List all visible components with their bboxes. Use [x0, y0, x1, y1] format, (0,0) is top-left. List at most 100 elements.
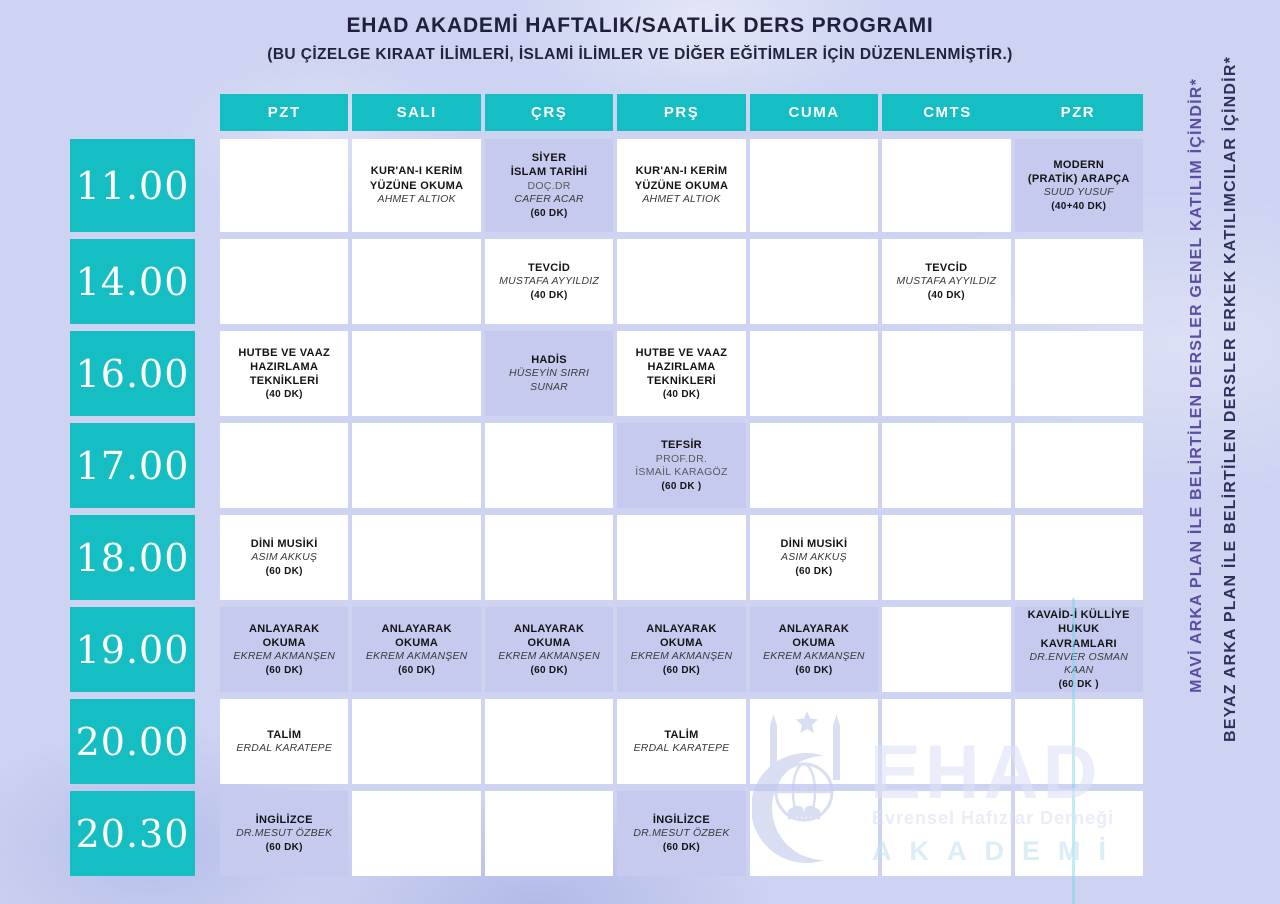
- course-cell: HADİS HÜSEYİN SIRRI SUNAR: [484, 331, 614, 416]
- schedule-row: 16.00 HUTBE VE VAAZ HAZIRLAMA TEKNİKLERİ (40…: [70, 331, 1143, 416]
- time-label: 11.00: [70, 139, 195, 232]
- empty-cell: [882, 515, 1011, 600]
- course-cell: ANLAYARAK OKUMA EKREM AKMANŞEN (60 DK): [484, 607, 614, 692]
- course-title-line: ANLAYARAK: [381, 622, 452, 635]
- course-name-line: MUSTAFA AYYILDIZ: [499, 275, 599, 288]
- course-cell: DİNİ MUSİKİ ASIM AKKUŞ (60 DK): [749, 515, 879, 600]
- course-title-line: HUTBE VE VAAZ: [238, 346, 331, 359]
- course-name-line: HÜSEYİN SIRRI: [508, 367, 590, 379]
- time-label: 18.00: [70, 515, 195, 600]
- course-cell: ANLAYARAK OKUMA EKREM AKMANŞEN (60 DK): [617, 607, 746, 692]
- empty-cell: [484, 791, 614, 876]
- course-cell: KUR'AN-I KERİM YÜZÜNE OKUMA AHMET ALTIOK: [617, 139, 746, 232]
- course-title-line: HAZIRLAMA: [250, 360, 319, 373]
- course-name-line: EKREM AKMANŞEN: [365, 650, 468, 663]
- course-dur-line: (60 DK): [530, 665, 568, 677]
- course-cell: İNGİLİZCE DR.MESUT ÖZBEK (60 DK): [617, 791, 746, 876]
- course-title-line: OKUMA: [527, 637, 571, 650]
- course-cell: MODERN (PRATİK) ARAPÇA SUUD YUSUF (40+40 DK…: [1014, 139, 1143, 232]
- empty-cell: [352, 515, 481, 600]
- empty-cell: [1014, 239, 1143, 324]
- course-title-line: YÜZÜNE OKUMA: [369, 179, 464, 192]
- course-title-line: TEKNİKLERİ: [249, 375, 319, 388]
- course-title-line: KUR'AN-I KERİM: [635, 165, 728, 178]
- schedule-row: 20.00 TALİM ERDAL KARATEPE TALİM ERDAL KARAT…: [70, 699, 1143, 784]
- empty-cell: [352, 699, 481, 784]
- empty-cell: [749, 139, 879, 232]
- day-header-pzt: PZT: [220, 94, 349, 131]
- course-title-line: OKUMA: [395, 637, 439, 650]
- empty-cell: [1014, 791, 1143, 876]
- course-title-line: OKUMA: [262, 637, 306, 650]
- course-title-line: ANLAYARAK: [646, 622, 717, 635]
- empty-cell: [220, 239, 349, 324]
- course-cell: TEVCİD MUSTAFA AYYILDIZ (40 DK): [484, 239, 614, 324]
- day-header-prs: PRŞ: [617, 94, 746, 131]
- watercolor-stripe: [1072, 598, 1075, 904]
- course-dur-line: (60 DK): [265, 565, 303, 577]
- empty-cell: [1014, 423, 1143, 508]
- empty-cell: [1014, 515, 1143, 600]
- course-name-line: DR.MESUT ÖZBEK: [236, 827, 333, 840]
- legend-white-note: BEYAZ ARKA PLAN İLE BELİRTİLEN DERSLER E…: [1222, 56, 1239, 743]
- course-cell: ANLAYARAK OKUMA EKREM AKMANŞEN (60 DK): [220, 607, 349, 692]
- course-title-line: İNGİLİZCE: [255, 814, 313, 827]
- course-cell: KUR'AN-I KERİM YÜZÜNE OKUMA AHMET ALTIOK: [352, 139, 481, 232]
- day-header-cuma: CUMA: [749, 94, 879, 131]
- empty-cell: [220, 423, 349, 508]
- course-title-line: YÜZÜNE OKUMA: [634, 179, 729, 192]
- course-cell: TALİM ERDAL KARATEPE: [220, 699, 349, 784]
- time-label: 19.00: [70, 607, 195, 692]
- course-title-line: (PRATİK) ARAPÇA: [1027, 173, 1130, 186]
- course-title-line: TEVCİD: [925, 262, 968, 275]
- course-cell: KAVAİD-İ KÜLLİYE HUKUK KAVRAMLARI DR.ENVER …: [1014, 607, 1143, 692]
- course-cell: ANLAYARAK OKUMA EKREM AKMANŞEN (60 DK): [352, 607, 481, 692]
- course-name-line: CAFER ACAR: [514, 193, 584, 206]
- empty-cell: [749, 699, 879, 784]
- course-dur-line: (40 DK): [530, 289, 568, 301]
- course-title-line: MODERN: [1053, 158, 1105, 171]
- empty-cell: [882, 699, 1011, 784]
- course-dur-line: (60 DK ): [661, 480, 702, 492]
- course-title-line: TEFSİR: [661, 439, 702, 452]
- empty-cell: [1014, 699, 1143, 784]
- time-label: 20.00: [70, 699, 195, 784]
- page-subtitle: (BU ÇİZELGE KIRAAT İLİMLERİ, İSLAMİ İLİM…: [267, 46, 1013, 63]
- course-title-line: SİYER: [531, 152, 567, 165]
- schedule-row: 20.30 İNGİLİZCE DR.MESUT ÖZBEK (60 DK) İNGİL…: [70, 791, 1143, 876]
- empty-cell: [749, 239, 879, 324]
- empty-cell: [220, 139, 349, 232]
- page-title: EHAD AKADEMİ HAFTALIK/SAATLİK DERS PROGR…: [346, 14, 934, 37]
- course-cell: DİNİ MUSİKİ ASIM AKKUŞ (60 DK): [220, 515, 349, 600]
- empty-cell: [749, 791, 879, 876]
- course-title-line: OKUMA: [792, 637, 836, 650]
- course-name-line: AHMET ALTIOK: [642, 192, 721, 205]
- course-name-line: ERDAL KARATEPE: [633, 741, 730, 754]
- empty-cell: [484, 423, 614, 508]
- course-rank-line: PROF.DR.: [655, 452, 708, 465]
- course-cell: HUTBE VE VAAZ HAZIRLAMA TEKNİKLERİ (40 DK): [220, 331, 349, 416]
- empty-cell: [352, 239, 481, 324]
- schedule-row: 17.00 TEFSİR PROF.DR. İSMAİL KARAGÖZ (60 DK …: [70, 423, 1143, 508]
- schedule-row: 19.00 ANLAYARAK OKUMA EKREM AKMANŞEN (60 DK)…: [70, 607, 1143, 692]
- course-dur-line: (40 DK): [927, 289, 965, 301]
- course-cell: TEVCİD MUSTAFA AYYILDIZ (40 DK): [882, 239, 1011, 324]
- course-title-line: HUKUK: [1058, 623, 1100, 636]
- course-dur-line: (60 DK): [662, 841, 701, 853]
- course-title-line: OKUMA: [659, 637, 703, 650]
- empty-cell: [617, 239, 746, 324]
- day-header-sali: SALI: [352, 94, 481, 131]
- empty-cell: [1014, 331, 1143, 416]
- day-header-cmts: CMTS: [923, 104, 972, 121]
- course-title-line: İNGİLİZCE: [652, 814, 711, 827]
- schedule-body: 11.00 KUR'AN-I KERİM YÜZÜNE OKUMA AHMET ALT…: [70, 139, 1143, 883]
- course-name-line: EKREM AKMANŞEN: [763, 650, 865, 663]
- empty-cell: [749, 423, 879, 508]
- course-cell: HUTBE VE VAAZ HAZIRLAMA TEKNİKLERİ (40 DK): [617, 331, 746, 416]
- course-dur-line: (60 DK): [530, 207, 568, 219]
- day-header-row: PZT SALI ÇRŞ PRŞ CUMA CMTS PZR: [220, 94, 1144, 131]
- course-title-line: HAZIRLAMA: [647, 360, 716, 373]
- course-name-line: MUSTAFA AYYILDIZ: [896, 275, 997, 288]
- course-name-line: AHMET ALTIOK: [377, 192, 456, 205]
- day-header-cmts-pzr: CMTS PZR: [882, 94, 1144, 131]
